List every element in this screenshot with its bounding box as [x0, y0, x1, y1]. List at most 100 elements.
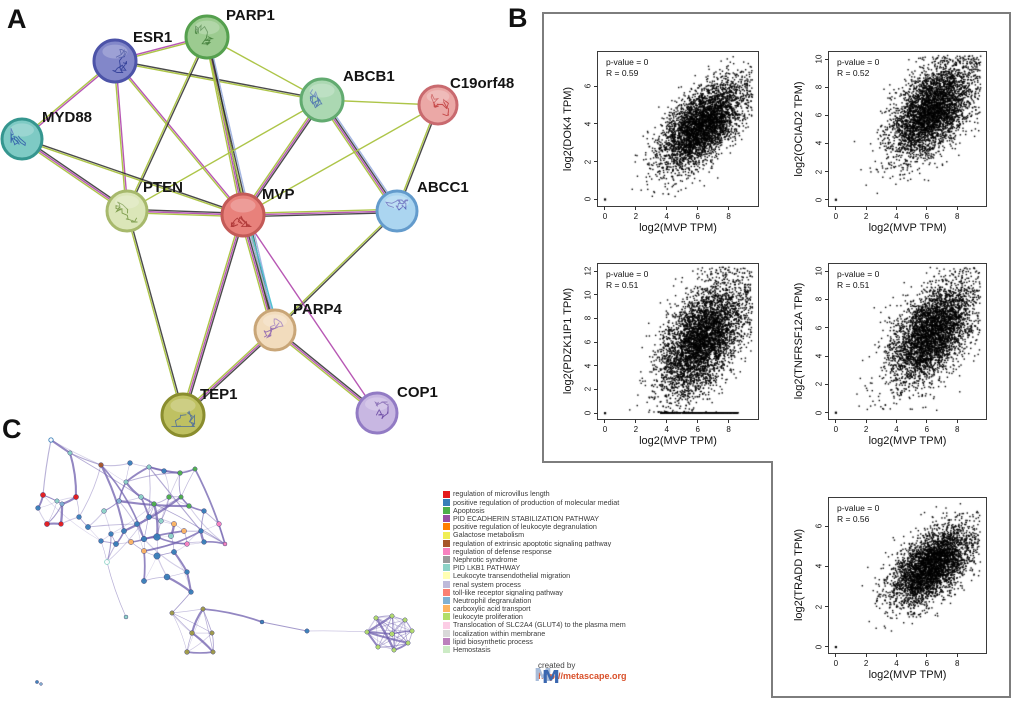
legend-term-label: PID LKB1 PATHWAY: [453, 563, 521, 572]
legend-term-label: leukocyte proliferation: [453, 612, 523, 621]
metascape-url[interactable]: http://metascape.org: [538, 670, 627, 681]
r-value-text: R = 0.52: [837, 68, 870, 79]
enrichment-node: [116, 498, 122, 504]
network-edge: [274, 329, 378, 414]
legend-term-label: regulation of microvillus length: [453, 490, 550, 499]
y-tick: [594, 270, 598, 272]
enrichment-edge: [143, 550, 146, 582]
scatter-plot-pdzk1ip1: p-value = 0 R = 0.51 log2(MVP TPM) log2(…: [562, 263, 759, 447]
string-network: PARP1 ESR1 ABCB1 C19orf48 MYD88 PTEN MVP ABCC1 P…: [0, 7, 514, 438]
enrichment-node: [201, 539, 207, 545]
enrichment-node: [141, 548, 147, 554]
y-tick: [825, 525, 829, 527]
enrichment-edge: [377, 630, 413, 648]
x-tick-label: 6: [924, 212, 930, 221]
enrichment-edge: [78, 464, 102, 518]
enrichment-node: [189, 630, 195, 636]
legend-swatch: [443, 613, 450, 621]
y-tick-label: 0: [814, 410, 824, 415]
scatter-plot-ociad2: p-value = 0 R = 0.52 log2(MVP TPM) log2(…: [793, 51, 987, 234]
enrichment-edge: [393, 619, 406, 651]
enrichment-node: [184, 569, 190, 575]
enrichment-edge: [123, 496, 182, 533]
network-edge: [242, 210, 398, 216]
enrichment-edge: [171, 612, 188, 653]
y-tick: [594, 198, 598, 200]
scatter-plot-tradd: p-value = 0 R = 0.56 log2(MVP TPM) log2(…: [793, 497, 987, 681]
enrichment-node: [373, 615, 379, 621]
y-tick: [594, 85, 598, 87]
x-tick-label: 4: [894, 659, 899, 668]
enrichment-edge: [100, 540, 108, 563]
node-highlight: [309, 83, 335, 98]
y-tick: [594, 317, 598, 319]
x-tick-label: 4: [664, 425, 670, 434]
node-label-myd88: MYD88: [42, 109, 92, 126]
protein-node-pten: [105, 189, 149, 233]
legend-swatch: [443, 564, 450, 572]
p-value-text: p-value = 0: [837, 269, 880, 279]
enrichment-edge: [261, 621, 308, 632]
metascape-credit: M M created by http://metascape.org: [534, 661, 627, 687]
legend-term-label: Galactose metabolism: [453, 530, 525, 540]
enrichment-node: [177, 470, 183, 476]
metascape-logo-icon: M M: [534, 665, 560, 687]
enrichment-edge: [143, 541, 205, 552]
stats-annotation: p-value = 0 R = 0.56: [837, 503, 879, 526]
y-axis-title: log2(OCIAD2 TPM): [793, 81, 805, 177]
network-edge: [243, 211, 398, 218]
enrichment-node: [198, 528, 204, 534]
enrichment-edge: [42, 439, 52, 496]
node-label-parp4: PARP4: [293, 301, 343, 318]
y-tick: [825, 383, 829, 385]
enrichment-node: [200, 606, 206, 612]
scatter-points-canvas: [829, 264, 986, 419]
node-highlight: [194, 20, 220, 35]
protein-node-parp4: [253, 308, 297, 352]
network-edge: [242, 208, 397, 215]
panel-b-label: B: [508, 3, 528, 33]
enrichment-edge: [391, 615, 394, 635]
legend-row: renal system process: [443, 580, 775, 588]
enrichment-edge: [166, 576, 192, 593]
stats-annotation: p-value = 0 R = 0.51: [606, 269, 648, 292]
enrichment-node: [178, 494, 184, 500]
enrichment-edge: [75, 496, 80, 518]
network-edge: [127, 210, 185, 415]
y-tick: [594, 412, 598, 414]
enrichment-node: [127, 460, 133, 466]
scatter-points-canvas: [829, 52, 986, 206]
legend-swatch: [443, 605, 450, 613]
enrichment-edge: [375, 617, 409, 644]
y-tick: [594, 294, 598, 296]
enrichment-edge: [163, 470, 170, 498]
x-tick: [835, 419, 837, 423]
legend-row: Hemostasis: [443, 646, 775, 654]
network-edge: [241, 98, 322, 215]
enrichment-node: [151, 501, 157, 507]
stats-annotation: p-value = 0 R = 0.52: [837, 57, 879, 80]
y-tick-label: 6: [814, 523, 824, 529]
enrichment-edge: [103, 510, 112, 535]
legend-term-label: regulation of defense response: [453, 547, 552, 556]
enrichment-edge: [106, 503, 155, 563]
y-tick: [825, 114, 829, 116]
network-edge: [242, 214, 378, 414]
x-tick: [956, 419, 958, 423]
enrichment-node: [216, 521, 222, 527]
x-tick-label: 2: [633, 425, 639, 434]
legend-term-label: positive regulation of leukocyte degranu…: [453, 522, 597, 531]
node-label-abcb1: ABCB1: [343, 68, 395, 85]
enrichment-node: [58, 521, 64, 527]
scatter-points-canvas: [598, 264, 758, 419]
legend-term-label: carboxylic acid transport: [453, 604, 531, 613]
x-tick-label: 0: [833, 659, 839, 668]
legend-swatch: [443, 498, 450, 506]
scatter-plot-tnfrsf12a: p-value = 0 R = 0.51 log2(MVP TPM) log2(…: [793, 263, 987, 447]
protein-node-esr1: [92, 38, 138, 84]
enrichment-node: [123, 614, 129, 620]
y-axis-title: log2(TRADD TPM): [793, 528, 805, 622]
x-tick: [604, 206, 606, 210]
protein-structure-doodle: [115, 201, 138, 223]
enrichment-edge: [366, 615, 393, 633]
